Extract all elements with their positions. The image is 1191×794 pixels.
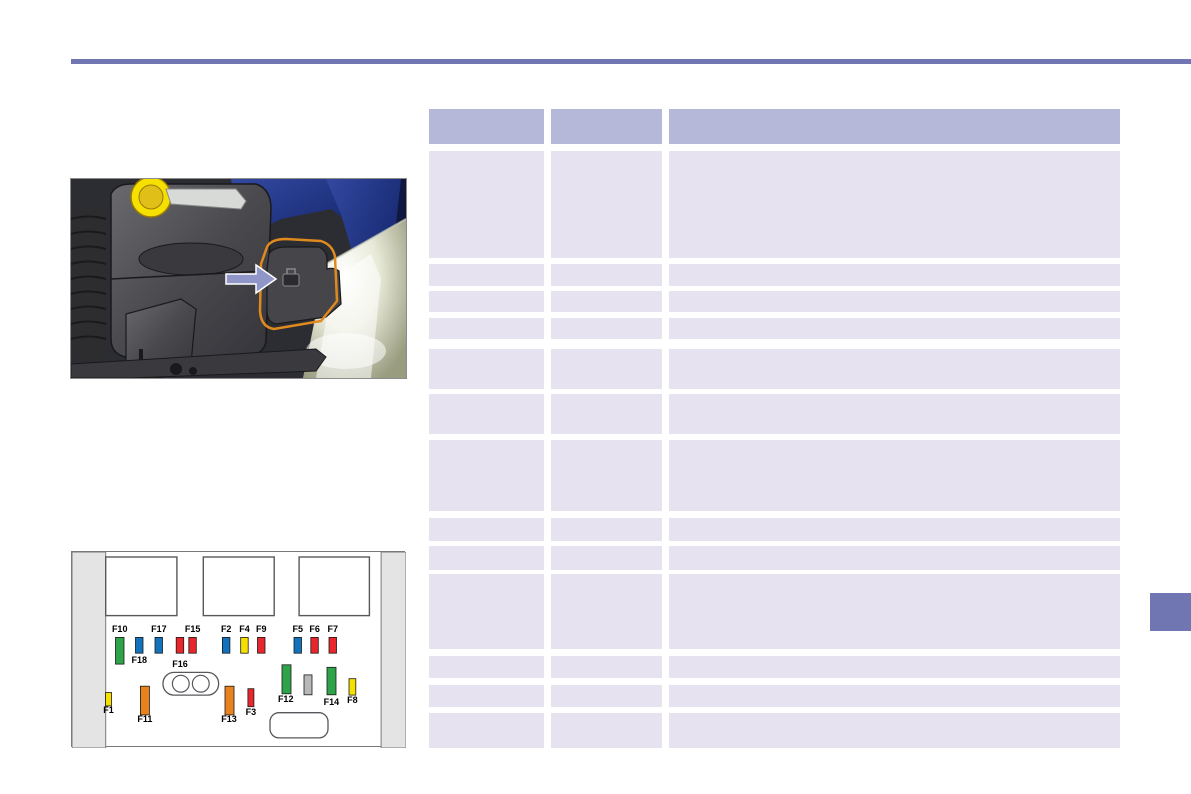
- svg-text:F17: F17: [151, 624, 167, 634]
- svg-text:F2: F2: [221, 624, 232, 634]
- svg-text:F11: F11: [137, 714, 152, 724]
- svg-text:F6: F6: [309, 624, 320, 634]
- svg-text:F16: F16: [172, 659, 188, 669]
- svg-text:F18: F18: [132, 655, 148, 665]
- svg-text:F8: F8: [347, 695, 358, 705]
- svg-text:F4: F4: [239, 624, 250, 634]
- svg-text:F10: F10: [112, 624, 128, 634]
- svg-text:F12: F12: [278, 694, 294, 704]
- svg-text:F5: F5: [293, 624, 304, 634]
- svg-text:F15: F15: [185, 624, 201, 634]
- svg-text:F14: F14: [324, 697, 340, 707]
- svg-text:F9: F9: [256, 624, 267, 634]
- svg-text:F13: F13: [221, 714, 237, 724]
- svg-text:F3: F3: [246, 707, 257, 717]
- svg-text:F1: F1: [103, 705, 114, 715]
- svg-text:F7: F7: [328, 624, 339, 634]
